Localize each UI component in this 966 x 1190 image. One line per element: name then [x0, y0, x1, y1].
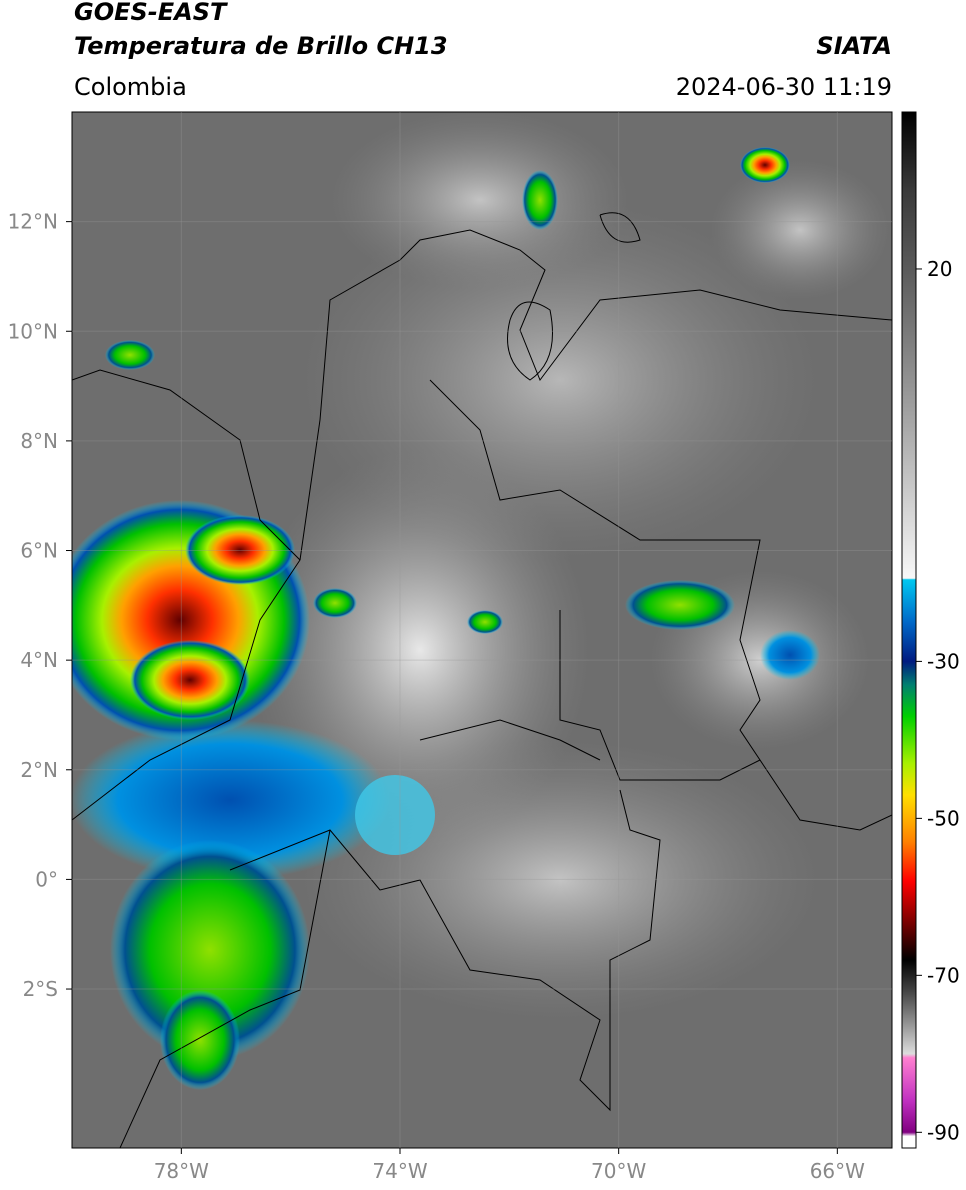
colorbar-tick-label: 20: [927, 257, 952, 281]
colorbar-tick-label: -30: [927, 649, 960, 673]
y-tick-label: 12°N: [8, 210, 58, 234]
y-tick-label: 2°N: [20, 758, 58, 782]
y-tick-label: 8°N: [20, 429, 58, 453]
map-frame: [71, 111, 893, 1149]
y-tick-label: 2°S: [23, 977, 58, 1001]
subtitle: Temperatura de Brillo CH13: [74, 32, 448, 60]
y-tick-label: 4°N: [20, 648, 58, 672]
colorbar-tick-label: -50: [927, 806, 960, 830]
timestamp: 2024-06-30 11:19: [676, 73, 892, 101]
colorbar-tick-label: -90: [927, 1120, 960, 1144]
colorbar-tick-label: -70: [927, 963, 960, 987]
x-tick-label: 74°W: [372, 1159, 427, 1183]
x-tick-label: 70°W: [591, 1159, 646, 1183]
colorbar: [901, 111, 917, 1149]
x-tick-label: 78°W: [154, 1159, 209, 1183]
source: SIATA: [816, 32, 892, 60]
y-tick-label: 10°N: [8, 319, 58, 343]
x-tick-label: 66°W: [810, 1159, 865, 1183]
y-tick-label: 0°: [35, 867, 58, 891]
title: GOES-EAST: [74, 0, 228, 26]
region: Colombia: [74, 73, 187, 101]
y-tick-label: 6°N: [20, 539, 58, 563]
satellite-image: [72, 112, 892, 1148]
